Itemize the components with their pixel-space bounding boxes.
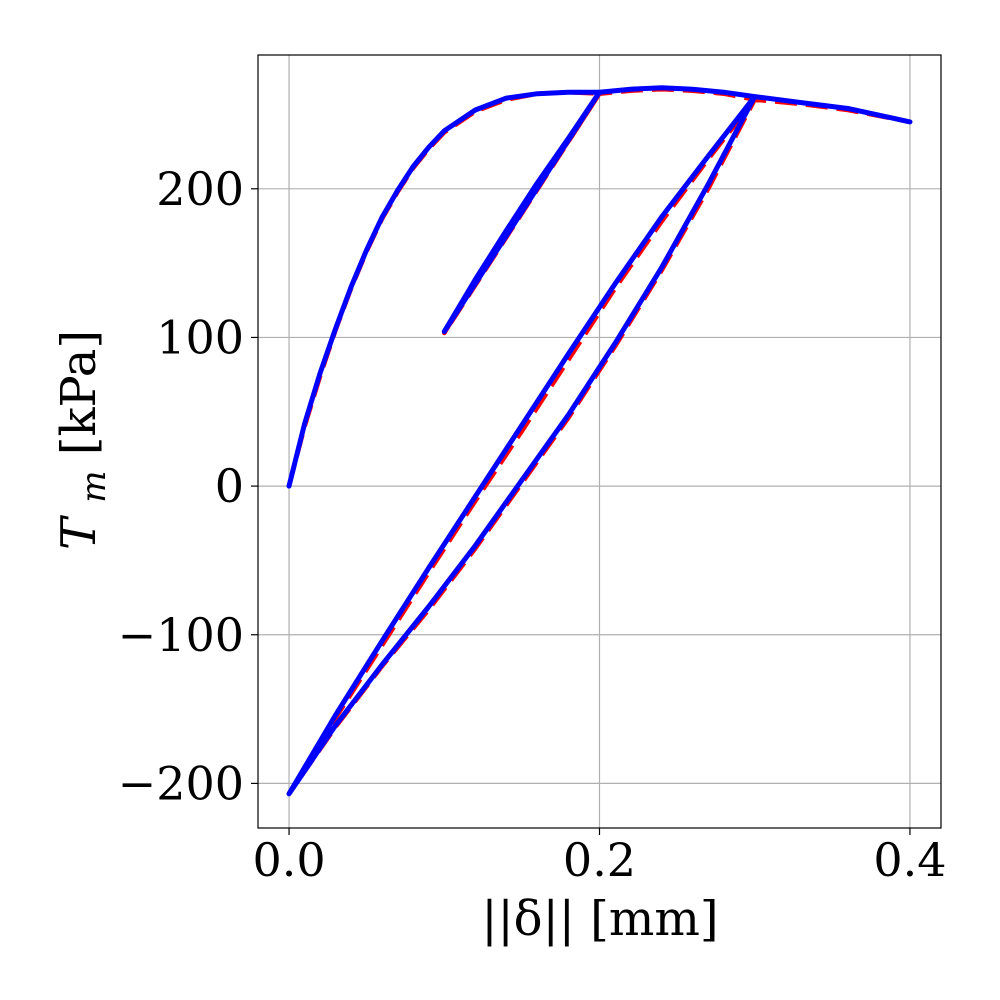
x-axis-ticks: 0.0 0.2 0.4: [252, 828, 947, 887]
y-tick-label: 100: [156, 310, 244, 364]
y-axis-label-main: T: [51, 515, 107, 550]
x-axis-label: ||δ|| [mm]: [481, 891, 718, 947]
x-tick-label: 0.2: [563, 833, 636, 887]
y-axis-label: T m [kPa]: [51, 330, 117, 550]
series-layer: [286, 85, 913, 797]
y-tick-label: 200: [156, 162, 244, 216]
y-tick-label: 0: [215, 459, 244, 513]
grid-lines: [258, 55, 941, 828]
series-solid-line: [286, 85, 913, 797]
y-axis-label-unit: [kPa]: [51, 330, 107, 455]
x-tick-label: 0.0: [252, 833, 325, 887]
y-tick-label: −200: [118, 756, 244, 810]
y-axis-label-subscript: m: [74, 471, 114, 503]
x-tick-label: 0.4: [873, 833, 946, 887]
y-axis-ticks: −200 −100 0 100 200: [118, 162, 258, 810]
y-tick-label: −100: [118, 608, 244, 662]
